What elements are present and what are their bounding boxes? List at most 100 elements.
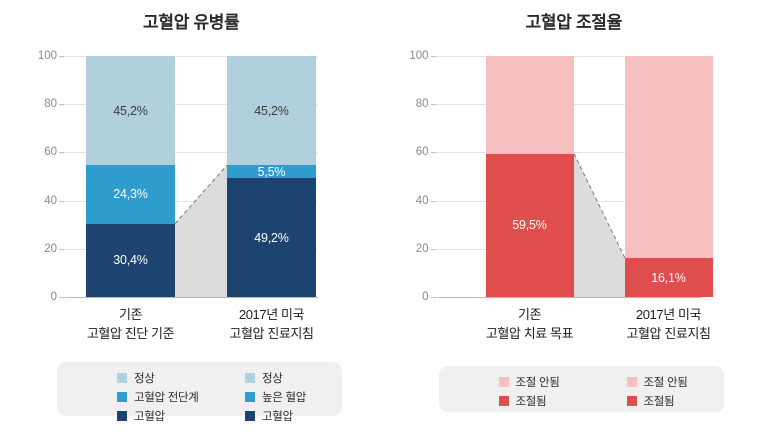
y-axis-tick-label-80: 80 xyxy=(44,98,57,111)
legend-control-rate: 조절 안됨 조절됨 조절 안됨 조절됨 xyxy=(438,366,724,412)
legend-item[interactable]: 조절 안됨 xyxy=(498,374,560,389)
legend-item-label: 정상 xyxy=(262,372,283,385)
stacked-bar-2[interactable]: 16,1% xyxy=(624,56,713,297)
y-axis-tick-label-80: 80 xyxy=(415,98,429,111)
category-label-2-line1: 2017년 미국 xyxy=(238,307,305,322)
legend-swatch-icon xyxy=(117,410,127,421)
legend-item-label: 고혈압 xyxy=(262,410,293,423)
connector-polygon xyxy=(175,165,227,297)
tick-mark-0 xyxy=(430,297,437,298)
tick-mark-20 xyxy=(59,248,65,250)
tick-mark-0 xyxy=(59,297,65,298)
category-label-2-line2: 고혈압 진료지침 xyxy=(229,326,314,341)
legend-item[interactable]: 조절됨 xyxy=(626,393,688,408)
legend-item-label: 정상 xyxy=(134,372,155,385)
y-axis-tick-label-100: 100 xyxy=(37,50,57,62)
legend-item-label: 고혈압 xyxy=(134,410,165,423)
legend-item-label: 조절 안됨 xyxy=(643,376,688,389)
category-label-1-line1: 기존 xyxy=(118,307,143,322)
y-axis-tick-label-40: 40 xyxy=(415,194,429,207)
bar-segment-1-2[interactable] xyxy=(485,56,574,154)
legend-swatch-icon xyxy=(245,391,255,402)
x-axis-line xyxy=(437,297,701,298)
category-label-1: 기존 고혈압 진단 기준 xyxy=(51,305,211,343)
chart-panel-control-rate: 고혈압 조절율 0 20 40 60 80 100 59,5% 16,1% 기존 고혈압 치료… xyxy=(383,0,765,439)
legend-swatch-icon xyxy=(245,410,255,421)
legend-item[interactable]: 고혈압 전단계 xyxy=(117,389,199,404)
stacked-bar-1[interactable]: 59,5% xyxy=(485,56,574,297)
connector-dashed-line xyxy=(573,153,625,259)
category-labels-control-rate: 기존 고혈압 치료 목표 2017년 미국 고혈압 진료지침 xyxy=(438,305,711,353)
chart-panel-prevalence: 고혈압 유병률 0 20 40 60 80 100 30,4% 24,3% 45,2% 49,2%… xyxy=(38,13,342,423)
tick-mark-80 xyxy=(430,104,437,106)
bar-segment-2-1[interactable]: 16,1% xyxy=(624,258,713,297)
category-label-2-line2: 고혈압 진료지침 xyxy=(626,326,711,341)
category-label-1: 기존 고혈압 치료 목표 xyxy=(450,305,610,343)
y-axis-tick-label-40: 40 xyxy=(44,194,57,207)
legend-swatch-icon xyxy=(498,395,509,406)
legend-item[interactable]: 정상 xyxy=(117,370,199,385)
plot-area-prevalence: 0 20 40 60 80 100 30,4% 24,3% 45,2% 49,2% 5,5% 45,2… xyxy=(38,50,318,303)
tick-mark-80 xyxy=(59,104,65,106)
legend-swatch-icon xyxy=(117,372,127,383)
tick-mark-60 xyxy=(59,152,65,154)
bar-segment-2-2[interactable]: 5,5% xyxy=(227,165,316,179)
legend-swatch-icon xyxy=(626,376,637,387)
bar-segment-2-3[interactable]: 45,2% xyxy=(227,56,316,166)
legend-swatch-icon xyxy=(117,391,127,402)
bar-segment-1-3[interactable]: 45,2% xyxy=(86,56,175,166)
tick-mark-40 xyxy=(59,200,65,202)
y-axis-tick-label-20: 20 xyxy=(415,242,429,255)
bar-segment-2-2[interactable] xyxy=(624,56,713,259)
y-axis-tick-label-20: 20 xyxy=(44,242,57,255)
bar-segment-2-1[interactable]: 49,2% xyxy=(227,178,316,297)
legend-swatch-icon xyxy=(626,395,637,406)
tick-mark-100 xyxy=(59,56,65,57)
legend-item[interactable]: 높은 혈압 xyxy=(245,389,306,404)
stacked-bar-1[interactable]: 30,4% 24,3% 45,2% xyxy=(86,56,175,297)
y-axis-tick-label-100: 100 xyxy=(409,50,429,62)
x-axis-line xyxy=(66,297,318,298)
tick-mark-40 xyxy=(430,200,437,202)
category-label-2-line1: 2017년 미국 xyxy=(635,307,702,322)
page-title-prevalence: 고혈압 유병률 xyxy=(143,13,240,32)
page-title-control-rate: 고혈압 조절율 xyxy=(525,13,623,32)
category-label-1-line2: 고혈압 치료 목표 xyxy=(485,326,574,341)
bar-segment-1-1[interactable]: 30,4% xyxy=(86,223,175,297)
legend-item[interactable]: 정상 xyxy=(245,370,306,385)
legend-item-label: 조절됨 xyxy=(643,395,675,408)
plot-area-control-rate: 0 20 40 60 80 100 59,5% 16,1% xyxy=(409,50,713,303)
y-axis-tick-label-60: 60 xyxy=(415,146,429,159)
legend-item-label: 높은 혈압 xyxy=(262,391,307,404)
gridline-100 xyxy=(66,56,318,57)
connector-dashed-line xyxy=(174,164,228,225)
y-axis-tick-label-60: 60 xyxy=(44,146,57,159)
category-label-2: 2017년 미국 고혈압 진료지침 xyxy=(192,305,352,343)
legend-swatch-icon xyxy=(498,376,509,387)
tick-mark-60 xyxy=(430,152,437,154)
legend-item[interactable]: 조절됨 xyxy=(498,393,560,408)
category-label-1-line2: 고혈압 진단 기준 xyxy=(86,326,175,341)
connector-polygon xyxy=(573,153,625,297)
y-axis-tick-label-0: 0 xyxy=(422,291,429,303)
legend-item[interactable]: 고혈압 xyxy=(245,408,306,423)
stacked-bar-2[interactable]: 49,2% 5,5% 45,2% xyxy=(227,56,316,297)
tick-mark-20 xyxy=(430,248,437,250)
legend-item[interactable]: 조절 안됨 xyxy=(626,374,688,389)
bar-segment-1-1[interactable]: 59,5% xyxy=(485,153,574,297)
legend-item-label: 고혈압 전단계 xyxy=(134,391,199,404)
bar-segment-1-2[interactable]: 24,3% xyxy=(86,165,175,224)
gridline-80 xyxy=(66,104,318,106)
legend-item-label: 조절 안됨 xyxy=(515,376,560,389)
category-labels-prevalence: 기존 고혈압 진단 기준 2017년 미국 고혈압 진료지침 xyxy=(66,305,318,353)
gridline-60 xyxy=(66,152,318,154)
legend-swatch-icon xyxy=(245,372,255,383)
legend-item[interactable]: 고혈압 xyxy=(117,408,199,423)
tick-mark-100 xyxy=(430,56,437,57)
